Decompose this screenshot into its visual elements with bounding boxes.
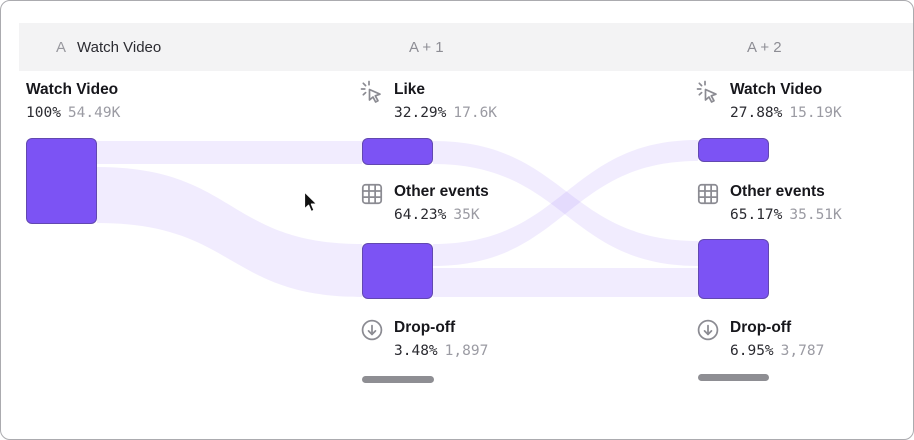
dropoff-bar-step2[interactable] xyxy=(698,374,769,381)
event-name: Drop-off xyxy=(730,319,792,336)
step-header-a-plus-1[interactable]: A + 1 xyxy=(359,23,741,71)
event-percent: 100% xyxy=(26,105,61,121)
sankey-node-watch-video-step2[interactable] xyxy=(698,138,769,162)
arrow-down-circle-icon xyxy=(695,317,721,343)
step-header-label: Watch Video xyxy=(77,38,162,56)
event-name: Other events xyxy=(730,183,825,200)
event-row-watch-video-step0[interactable]: Watch Video 100% 54.49K xyxy=(26,79,120,123)
event-name: Like xyxy=(394,81,426,98)
event-name: Other events xyxy=(394,183,489,200)
step-header-label: A + 1 xyxy=(409,38,444,56)
flow-ribbon[interactable] xyxy=(433,140,698,266)
event-percent: 64.23% xyxy=(394,207,447,223)
event-count: 17.6K xyxy=(453,105,498,121)
flow-ribbon[interactable] xyxy=(97,167,362,297)
step-header-a-plus-2[interactable]: A + 2 xyxy=(697,23,914,71)
event-name: Watch Video xyxy=(730,81,823,98)
mouse-cursor xyxy=(303,191,318,213)
event-percent: 6.95% xyxy=(730,343,774,359)
event-row-watch-video-step2[interactable]: Watch Video 27.88% 15.19K xyxy=(695,79,842,123)
flow-ribbon[interactable] xyxy=(433,141,698,266)
arrow-down-circle-icon xyxy=(359,317,385,343)
event-count: 1,897 xyxy=(444,343,489,359)
event-count: 54.49K xyxy=(67,105,121,121)
cursor-click-icon xyxy=(695,79,721,105)
step-header-label: A + 2 xyxy=(747,38,782,56)
event-percent: 32.29% xyxy=(394,105,447,121)
event-count: 15.19K xyxy=(789,105,842,121)
event-percent: 27.88% xyxy=(730,105,783,121)
flow-ribbon[interactable] xyxy=(97,141,362,164)
event-percent: 3.48% xyxy=(394,343,438,359)
event-name: Watch Video xyxy=(26,81,119,98)
event-row-drop-off-step2[interactable]: Drop-off 6.95% 3,787 xyxy=(695,317,824,361)
dropoff-bar-step1[interactable] xyxy=(362,376,434,383)
event-percent: 65.17% xyxy=(730,207,783,223)
step-header-a[interactable]: A Watch Video xyxy=(19,23,390,71)
event-name: Drop-off xyxy=(394,319,456,336)
event-count: 35.51K xyxy=(789,207,842,223)
event-row-other-events-step2[interactable]: Other events 65.17% 35.51K xyxy=(695,181,842,225)
step-letter: A xyxy=(56,38,67,56)
event-row-other-events-step1[interactable]: Other events 64.23% 35K xyxy=(359,181,489,225)
sankey-node-other-events-step2[interactable] xyxy=(698,239,769,299)
sankey-node-like-step1[interactable] xyxy=(362,138,433,165)
event-row-drop-off-step1[interactable]: Drop-off 3.48% 1,897 xyxy=(359,317,488,361)
event-count: 3,787 xyxy=(780,343,825,359)
sankey-node-other-events-step1[interactable] xyxy=(362,243,433,299)
cursor-click-icon xyxy=(359,79,385,105)
flow-ribbon[interactable] xyxy=(433,268,698,297)
grid-icon xyxy=(695,181,721,207)
event-count: 35K xyxy=(453,207,480,223)
grid-icon xyxy=(359,181,385,207)
sankey-node-watch-video-step0[interactable] xyxy=(26,138,97,224)
event-row-like-step1[interactable]: Like 32.29% 17.6K xyxy=(359,79,497,123)
